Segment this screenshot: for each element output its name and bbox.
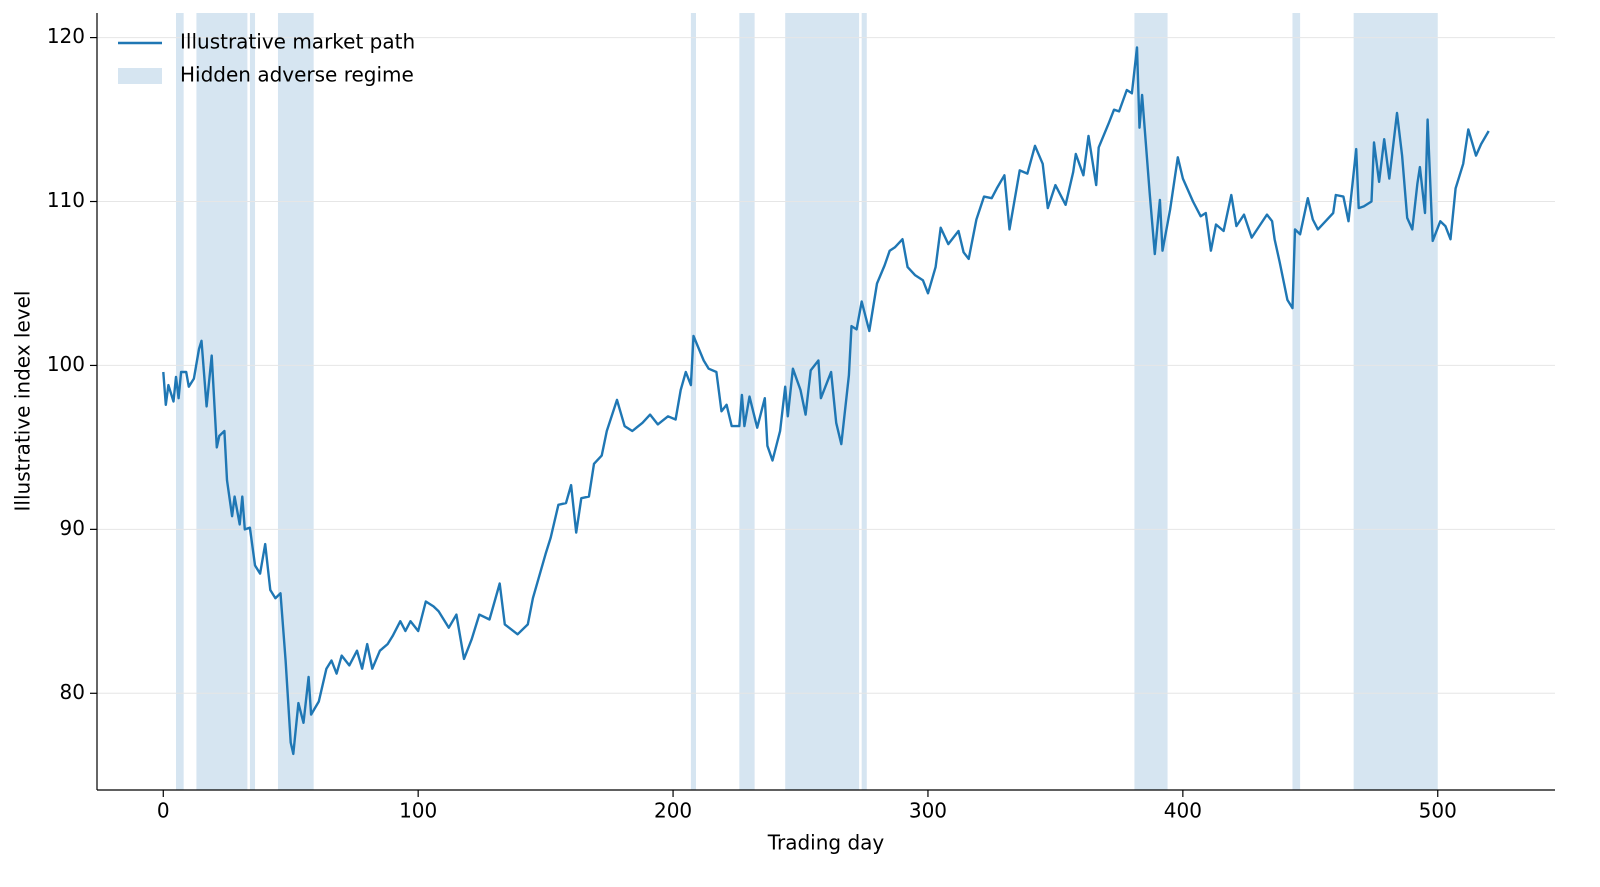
regime-span	[861, 13, 867, 790]
y-tick-label: 80	[60, 680, 85, 704]
y-tick-label: 110	[47, 188, 85, 212]
legend-label: Hidden adverse regime	[180, 63, 414, 87]
regime-span	[739, 13, 755, 790]
x-tick-label: 500	[1419, 799, 1457, 823]
regime-span	[1292, 13, 1301, 790]
y-tick-label: 90	[60, 516, 85, 540]
legend-swatch	[118, 68, 162, 84]
legend-label: Illustrative market path	[180, 30, 415, 54]
regime-span	[1353, 13, 1438, 790]
x-tick-label: 100	[399, 799, 437, 823]
regime-span	[196, 13, 248, 790]
series-line	[162, 46, 1490, 756]
x-tick-label: 400	[1164, 799, 1202, 823]
y-axis-label: Illustrative index level	[11, 291, 35, 512]
y-tick-label: 100	[47, 352, 85, 376]
x-tick-label: 0	[157, 799, 170, 823]
regime-span	[785, 13, 860, 790]
regime-span	[690, 13, 697, 790]
x-tick-label: 300	[909, 799, 947, 823]
x-axis-label: Trading day	[767, 831, 885, 855]
regime-span	[176, 13, 184, 790]
regime-span	[249, 13, 256, 790]
y-tick-label: 120	[47, 24, 85, 48]
regime-span	[277, 13, 314, 790]
x-tick-label: 200	[654, 799, 692, 823]
regime-span	[1134, 13, 1168, 790]
